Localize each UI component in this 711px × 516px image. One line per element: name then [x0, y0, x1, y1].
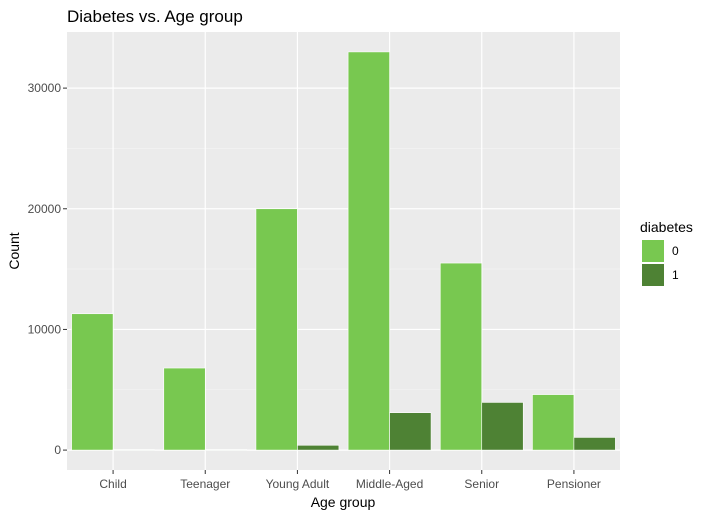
plot-panel	[67, 32, 620, 470]
x-tick-label: Young Adult	[266, 477, 330, 491]
bar-child-diabetes-0	[71, 313, 114, 451]
bar-teenager-diabetes-1	[204, 449, 248, 451]
bar-child-diabetes-1	[112, 449, 155, 451]
bar-young-adult-diabetes-1	[297, 444, 340, 451]
y-tick-label: 0	[54, 443, 61, 457]
bar-young-adult-diabetes-0	[255, 208, 298, 451]
legend-key-1	[642, 264, 664, 286]
bar-pensioner-diabetes-1	[573, 437, 616, 451]
legend-key-0	[642, 240, 664, 262]
chart-title: Diabetes vs. Age group	[67, 7, 243, 26]
legend-label-0: 0	[672, 244, 679, 258]
bar-middle-aged-diabetes-1	[389, 412, 432, 451]
x-tick-label: Child	[99, 477, 126, 491]
x-tick-label: Teenager	[180, 477, 230, 491]
legend-label-1: 1	[672, 268, 679, 282]
x-axis-ticks: Child Teenager Young Adult Middle-Aged Senio…	[99, 470, 601, 491]
bar-senior-diabetes-0	[439, 262, 483, 451]
x-tick-label: Senior	[464, 477, 499, 491]
y-tick-label: 10000	[28, 322, 62, 336]
bar-pensioner-diabetes-0	[532, 394, 575, 451]
legend-title: diabetes	[640, 219, 693, 235]
legend: diabetes 0 1	[640, 219, 693, 286]
x-tick-label: Middle-Aged	[356, 477, 423, 491]
bars	[71, 51, 616, 451]
bar-middle-aged-diabetes-0	[347, 51, 390, 451]
bar-senior-diabetes-1	[481, 402, 524, 451]
y-axis-ticks: 0 10000 20000 30000	[28, 81, 67, 457]
bar-teenager-diabetes-0	[163, 367, 206, 451]
y-tick-label: 20000	[28, 202, 62, 216]
x-tick-label: Pensioner	[547, 477, 601, 491]
y-tick-label: 30000	[28, 81, 62, 95]
y-axis-title: Count	[6, 232, 22, 269]
x-axis-title: Age group	[311, 494, 376, 510]
